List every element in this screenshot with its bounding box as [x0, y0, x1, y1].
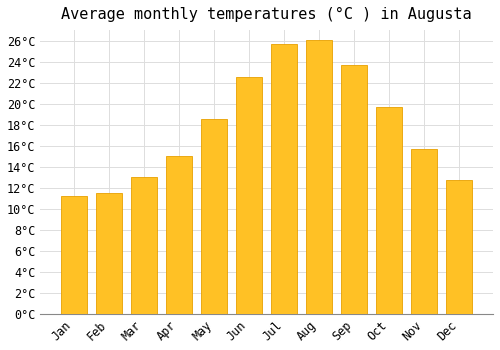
Bar	[306, 40, 332, 314]
Bar	[61, 196, 87, 314]
Bar	[341, 65, 367, 314]
Bar	[411, 149, 438, 314]
Bar	[201, 119, 228, 314]
Bar	[236, 77, 262, 314]
Bar	[376, 107, 402, 314]
Title: Average monthly temperatures (°C ) in Augusta: Average monthly temperatures (°C ) in Au…	[62, 7, 472, 22]
Bar	[271, 44, 297, 314]
Bar	[131, 177, 157, 314]
Bar	[446, 180, 472, 314]
Bar	[96, 193, 122, 314]
Bar	[166, 156, 192, 314]
